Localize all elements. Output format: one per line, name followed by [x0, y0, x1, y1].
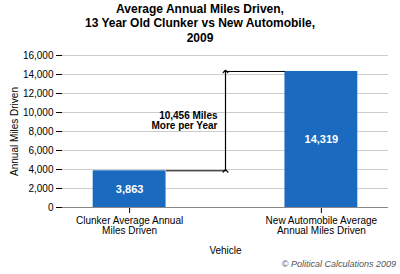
svg-text:Vehicle: Vehicle: [209, 245, 242, 256]
svg-text:12,000: 12,000: [23, 88, 54, 99]
html-text:Average Annual Miles Driven, 1: Average Annual Miles Driven, 13 Year Old…: [85, 2, 315, 45]
html-text:© Political Calculations 2009: © Political Calculations 2009: [281, 259, 396, 270]
svg-text:New Automobile AverageAnnual M: New Automobile AverageAnnual Miles Drive…: [266, 215, 378, 236]
svg-text:0: 0: [48, 202, 54, 213]
svg-text:3,863: 3,863: [116, 183, 144, 195]
svg-text:10,456 MilesMore per Year: 10,456 MilesMore per Year: [152, 111, 218, 132]
svg-text:14,000: 14,000: [23, 69, 54, 80]
svg-text:2,000: 2,000: [28, 183, 53, 194]
svg-text:10,000: 10,000: [23, 107, 54, 118]
svg-text:6,000: 6,000: [28, 145, 53, 156]
svg-text:Annual Miles Driven: Annual Miles Driven: [9, 87, 20, 176]
svg-text:16,000: 16,000: [23, 50, 54, 61]
svg-text:14,319: 14,319: [305, 133, 339, 145]
svg-text:Clunker Average AnnualMiles Dr: Clunker Average AnnualMiles Driven: [76, 215, 183, 236]
svg-text:8,000: 8,000: [28, 126, 53, 137]
svg-text:4,000: 4,000: [28, 164, 53, 175]
